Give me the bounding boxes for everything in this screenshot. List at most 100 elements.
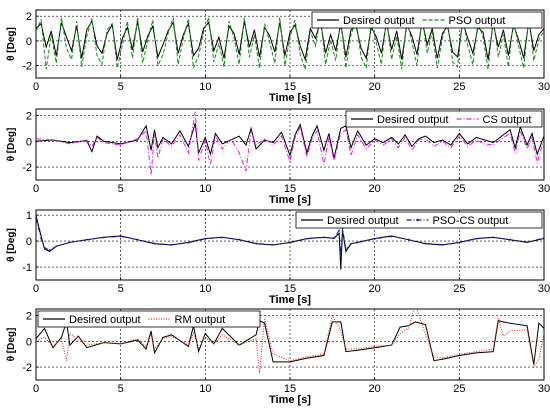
data-point xyxy=(492,236,495,239)
y-tick-label: 2 xyxy=(26,11,32,23)
x-tick-label: 30 xyxy=(538,81,550,93)
data-point xyxy=(238,238,241,241)
data-point xyxy=(289,241,291,244)
data-point xyxy=(119,235,122,238)
data-point xyxy=(526,241,528,244)
y-tick-label: -2 xyxy=(22,162,32,174)
data-point xyxy=(306,237,308,240)
data-point xyxy=(40,237,42,240)
legend: Desired output CS output xyxy=(345,110,543,128)
data-point xyxy=(390,235,393,238)
x-tick-label: 0 xyxy=(33,283,39,295)
data-point xyxy=(37,227,40,230)
x-axis-label: Time [s] xyxy=(269,92,311,104)
series-group xyxy=(36,111,544,175)
data-point xyxy=(333,237,335,239)
x-tick-label: 0 xyxy=(33,81,39,93)
data-point xyxy=(356,241,359,244)
data-point xyxy=(272,243,274,246)
x-tick-label: 5 xyxy=(118,383,124,395)
y-tick-label: -2 xyxy=(22,61,32,73)
data-point xyxy=(344,247,347,250)
data-point xyxy=(509,238,512,241)
legend: Desired output RM output xyxy=(37,310,261,328)
series-line-2 xyxy=(36,309,544,374)
x-tick-label: 15 xyxy=(284,81,296,93)
x-axis-label: Time [s] xyxy=(269,294,311,306)
y-tick-label: -2 xyxy=(22,362,32,374)
x-tick-label: 20 xyxy=(369,383,381,395)
x-tick-label: 15 xyxy=(284,183,296,195)
x-tick-label: 5 xyxy=(118,283,124,295)
data-point xyxy=(221,236,224,239)
data-point xyxy=(424,242,427,245)
legend-box xyxy=(345,110,543,128)
series-line-1 xyxy=(36,123,544,159)
y-tick-label: 0 xyxy=(26,336,32,348)
y-tick-label: 1 xyxy=(26,210,32,222)
data-point xyxy=(338,229,341,232)
legend: Desired output PSO output xyxy=(311,11,543,29)
series-line-2 xyxy=(36,111,544,175)
x-tick-label: 30 xyxy=(538,383,550,395)
data-point xyxy=(187,241,190,244)
data-point xyxy=(458,241,461,244)
x-tick-label: 0 xyxy=(33,383,39,395)
x-tick-label: 10 xyxy=(199,81,211,93)
data-point xyxy=(322,236,325,239)
x-axis-label: Time [s] xyxy=(269,394,311,406)
x-tick-label: 15 xyxy=(284,283,296,295)
x-tick-label: 10 xyxy=(199,383,211,395)
data-point xyxy=(55,245,58,248)
x-tick-label: 30 xyxy=(538,283,550,295)
x-tick-label: 5 xyxy=(118,81,124,93)
legend-label: RM output xyxy=(175,314,226,326)
data-point xyxy=(68,241,71,244)
legend-label: Desired output xyxy=(69,314,141,326)
series-group xyxy=(36,309,544,374)
legend-label: PSO-CS output xyxy=(433,215,509,227)
x-tick-label: 20 xyxy=(369,283,381,295)
legend: Desired output PSO-CS output xyxy=(295,211,543,229)
y-tick-label: 0 xyxy=(26,136,32,148)
legend-label: Desired output xyxy=(343,15,415,27)
data-point xyxy=(48,249,51,252)
series-line-2 xyxy=(36,217,544,255)
series-group xyxy=(36,17,544,70)
legend-label: PSO output xyxy=(449,15,506,27)
x-tick-label: 10 xyxy=(199,183,211,195)
y-axis-label: θ [Deg] xyxy=(6,228,17,262)
y-axis-label: θ [Deg] xyxy=(6,27,17,61)
y-tick-label: 2 xyxy=(26,310,32,322)
y-axis-label: θ [Deg] xyxy=(6,128,17,162)
data-point xyxy=(153,242,156,245)
data-point xyxy=(36,216,37,219)
data-point xyxy=(441,243,444,246)
y-tick-label: -1 xyxy=(22,262,32,274)
x-tick-label: 10 xyxy=(199,283,211,295)
x-tick-label: 25 xyxy=(453,81,465,93)
series-line-2 xyxy=(36,17,544,70)
legend-label: CS output xyxy=(483,114,532,126)
x-tick-label: 25 xyxy=(453,283,465,295)
legend-label: Desired output xyxy=(327,215,399,227)
x-tick-label: 20 xyxy=(369,81,381,93)
data-point xyxy=(339,253,342,255)
series-line-1 xyxy=(36,319,544,365)
x-tick-label: 25 xyxy=(453,383,465,395)
data-point xyxy=(350,242,352,245)
series-group xyxy=(36,215,544,270)
series-line-1 xyxy=(36,19,544,62)
x-tick-label: 30 xyxy=(538,183,550,195)
x-axis-label: Time [s] xyxy=(269,194,311,206)
legend-label: Desired output xyxy=(377,114,449,126)
data-point xyxy=(136,238,139,241)
data-point xyxy=(255,242,258,245)
x-tick-label: 20 xyxy=(369,183,381,195)
data-point xyxy=(543,237,544,239)
